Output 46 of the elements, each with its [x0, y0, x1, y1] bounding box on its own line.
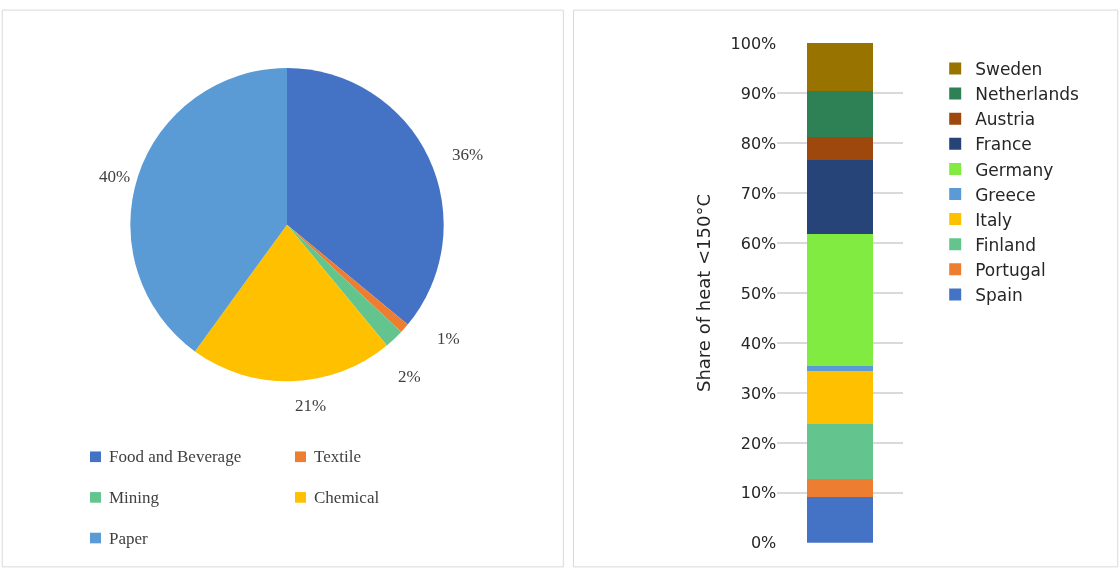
data-label: 2%	[398, 367, 421, 386]
pie-slice	[287, 224, 402, 346]
y-tick-label: 60%	[740, 233, 777, 253]
y-tick-label: 100%	[730, 33, 777, 53]
y-tick-label: 70%	[740, 183, 777, 203]
bar	[806, 371, 874, 425]
legend-label: Greece	[975, 184, 1036, 205]
legend-label: Sweden	[975, 59, 1043, 80]
legend-label: Textile	[314, 447, 361, 466]
legend-label: Chemical	[314, 488, 380, 507]
y-tick-label: 90%	[740, 83, 777, 103]
bar	[806, 424, 874, 480]
y-tick-label: 50%	[740, 283, 777, 303]
bar	[806, 479, 874, 497]
y-tick-label: 10%	[740, 483, 777, 503]
y-axis-title: Share of heat <150°C	[692, 193, 714, 392]
legend-label: Paper	[109, 529, 149, 548]
pie-slice	[287, 67, 444, 325]
legend-label: France	[975, 134, 1032, 155]
bar	[806, 159, 874, 234]
legend-label: Finland	[975, 234, 1036, 255]
y-tick-label: 40%	[740, 333, 777, 353]
pie-slice	[194, 224, 387, 382]
legend-label: Food and Beverage	[109, 447, 242, 466]
y-tick-label: 20%	[740, 433, 777, 453]
data-label: 36%	[452, 145, 484, 164]
legend-label: Portugal	[975, 259, 1046, 280]
legend-label: Spain	[975, 285, 1023, 306]
data-label: 21%	[295, 396, 327, 415]
bar	[806, 366, 874, 372]
legend-label: Germany	[975, 159, 1054, 180]
bar	[806, 136, 874, 160]
y-tick-label: 0%	[750, 533, 777, 553]
pie-slice	[130, 67, 287, 352]
y-tick-label: 30%	[740, 383, 777, 403]
legend-label: Austria	[975, 109, 1036, 130]
y-tick-label: 80%	[740, 133, 777, 153]
legend-label: Mining	[109, 488, 160, 507]
bar	[806, 234, 874, 367]
data-label: 1%	[437, 329, 460, 348]
bar	[806, 496, 874, 543]
bar	[806, 43, 874, 92]
legend-label: Netherlands	[975, 84, 1079, 105]
data-label: 40%	[99, 167, 131, 186]
legend-label: Italy	[975, 209, 1013, 230]
bar	[806, 91, 874, 137]
